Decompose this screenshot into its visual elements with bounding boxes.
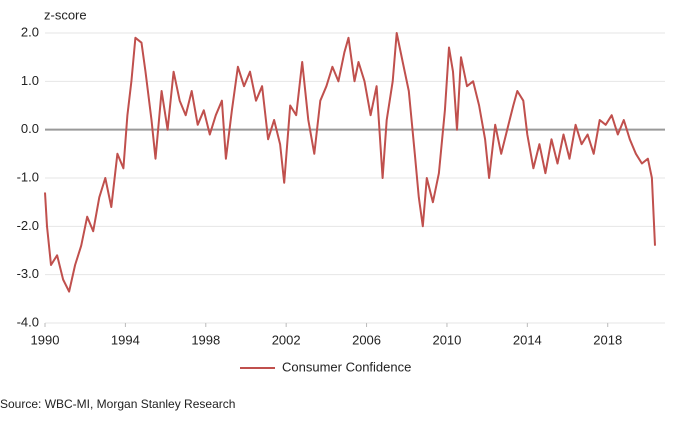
y-tick-label: 0.0 [21,121,39,136]
y-tick-label: -3.0 [17,266,39,281]
x-tick-label: 1998 [191,332,220,347]
data-line [44,32,656,293]
y-tick-label: 1.0 [21,73,39,88]
x-tick-label: 2014 [513,332,542,347]
x-tick-label: 1994 [111,332,140,347]
source-note: Source: WBC-MI, Morgan Stanley Research [0,397,235,411]
x-tick-label: 1990 [31,332,60,347]
y-tick-label: 2.0 [21,24,39,39]
x-tick-label: 2002 [272,332,301,347]
legend-label: Consumer Confidence [282,359,411,374]
y-axis-label: z-score [44,7,87,22]
x-tick-label: 2010 [432,332,461,347]
y-tick-label: -2.0 [17,218,39,233]
x-tick-label: 2006 [352,332,381,347]
x-tick-label: 2018 [593,332,622,347]
y-tick-label: -4.0 [17,314,39,329]
y-tick-label: -1.0 [17,169,39,184]
